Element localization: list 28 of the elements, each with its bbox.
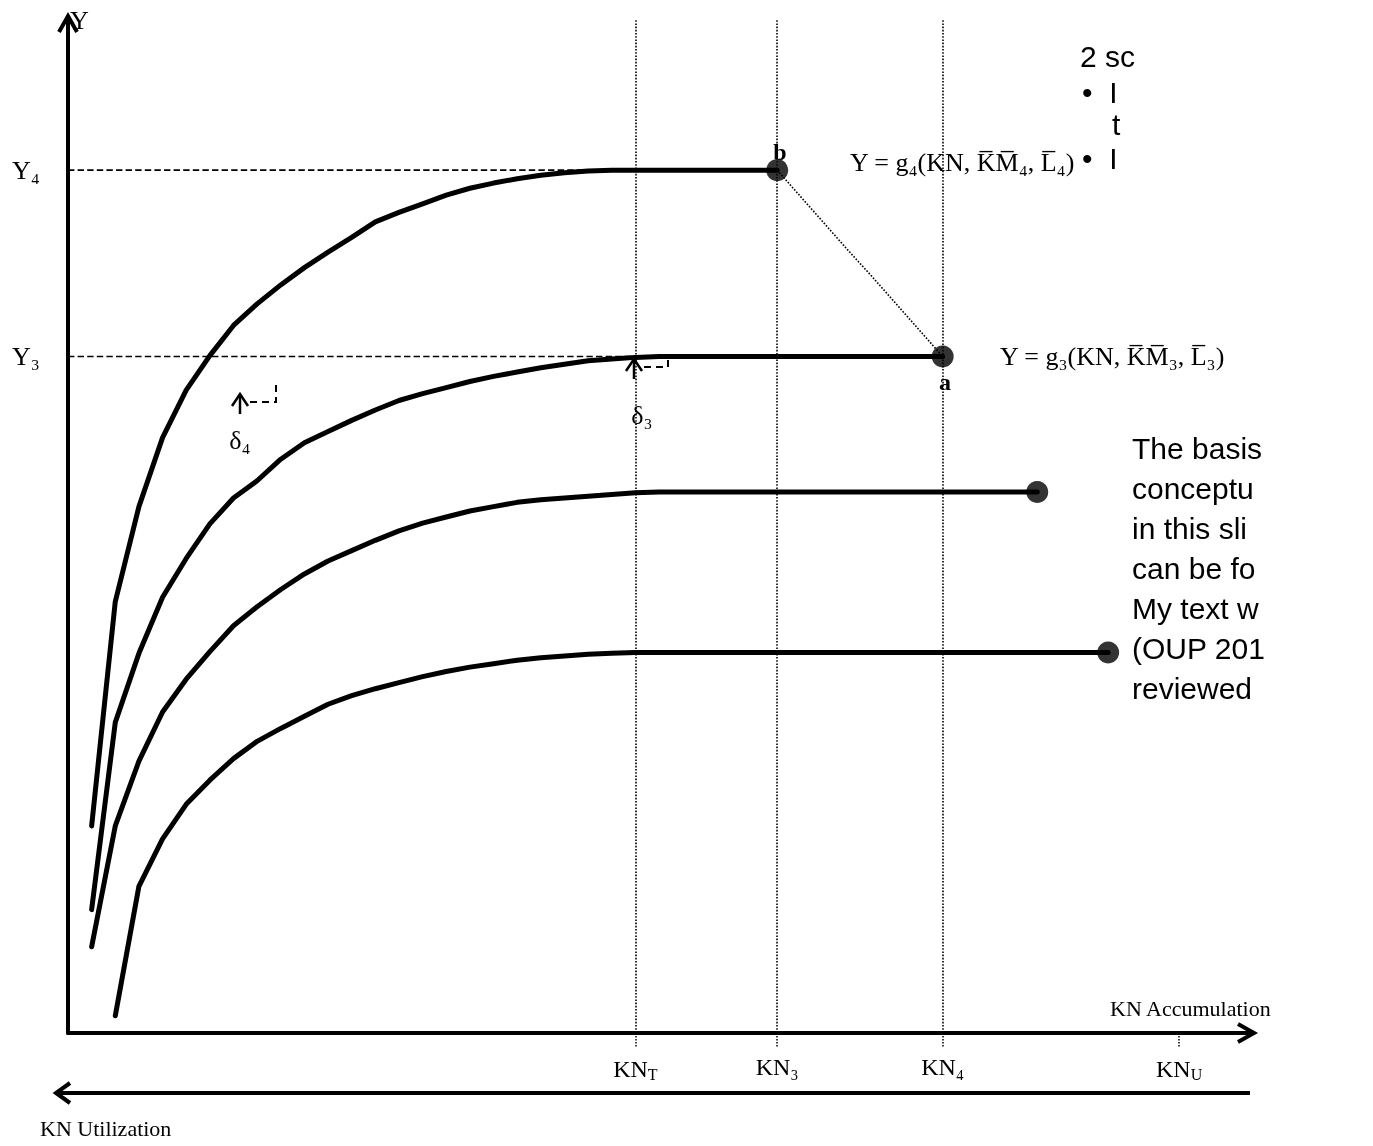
annotation: My text w (1132, 591, 1260, 625)
point (1026, 480, 1049, 503)
annotation: δ₄ (229, 425, 251, 455)
text: b (773, 139, 787, 165)
x-tick-label: KN₃ (755, 1054, 799, 1080)
point (766, 159, 789, 182)
x-tick-label: KN₄ (921, 1054, 965, 1080)
point (1097, 641, 1120, 664)
annotation: a (939, 369, 951, 395)
text: Y₃ (12, 341, 40, 371)
x-axis-title: KN Accumulation (1110, 995, 1271, 1021)
text: • I (1082, 75, 1118, 109)
annotation: The basis (1132, 431, 1263, 465)
annotation: Y = g₄(KN, K̅M̅₄, L̅₄) (850, 147, 1075, 177)
annotation: conceptu (1132, 471, 1254, 505)
annotation: Y = g₃(KN, K̅M̅₃, L̅₃) (1000, 341, 1225, 371)
annotation: (OUP 201 (1132, 631, 1265, 665)
annotation: in this sli (1132, 511, 1248, 545)
annotation: can be fo (1132, 551, 1256, 585)
annotation: reviewed (1132, 671, 1253, 705)
text: Y (70, 5, 89, 35)
annotation: δ₃ (631, 400, 653, 430)
annotation: • I (1082, 141, 1118, 175)
text: 2 sc (1080, 39, 1136, 73)
text: t (1112, 107, 1121, 141)
text: Y₄ (12, 155, 40, 185)
point (931, 345, 954, 368)
text: KN Utilization (40, 1115, 172, 1141)
